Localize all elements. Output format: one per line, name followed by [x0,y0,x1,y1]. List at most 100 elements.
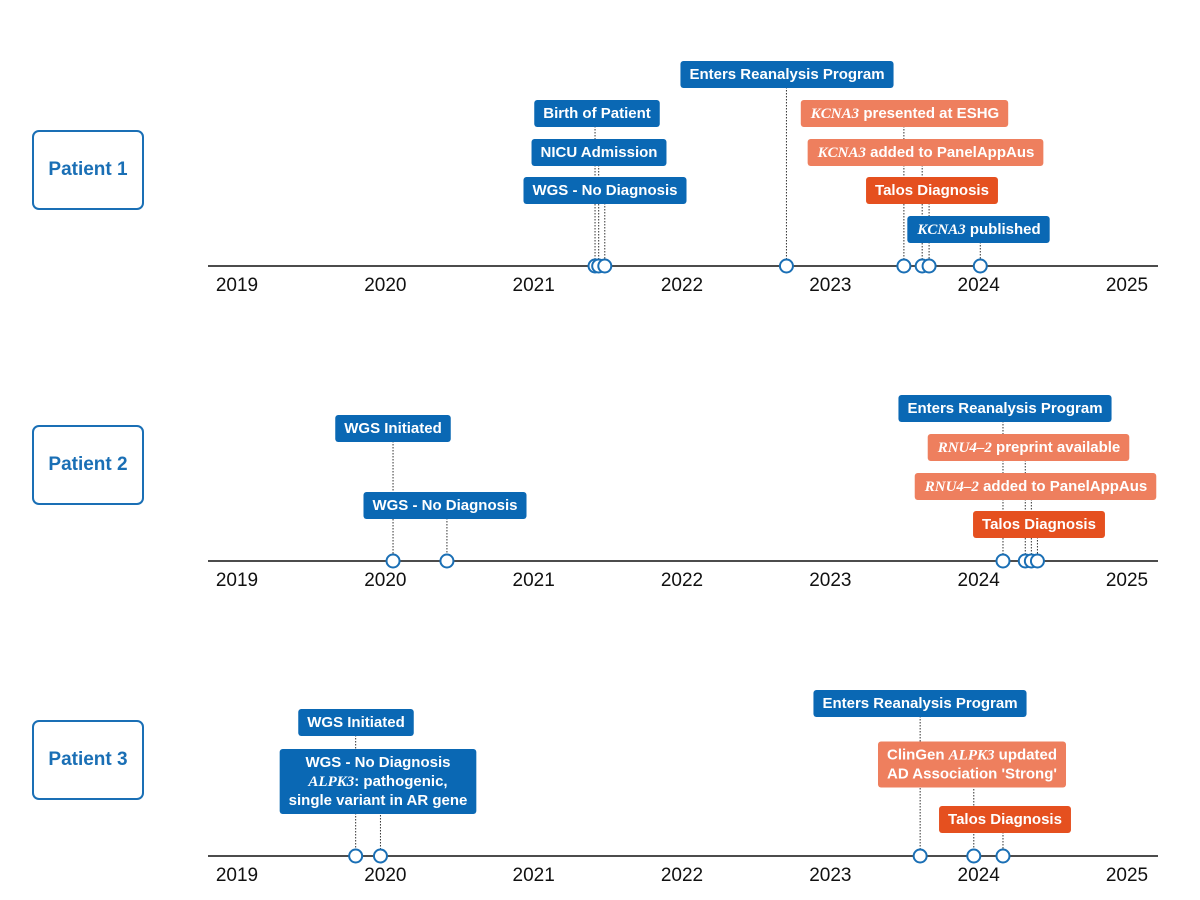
event-label-box [335,415,451,442]
patient-1-timeline: 2019 2020 2021 2022 2023 2024 2025 Birth of Pat… [208,61,1158,296]
event-label-box [907,216,1050,243]
event-markers [348,848,1011,864]
year-tick-label: 2025 [1106,865,1148,886]
event-label-text: WGS - No Diagnosis [372,497,517,514]
patient-3-label: Patient 3 [48,749,128,770]
year-tick-label: 2021 [513,865,555,886]
event-label-text: Talos Diagnosis [875,182,989,199]
event-label: NICU Admission [531,139,667,166]
event-label-text: WGS - No Diagnosis ALPK3: pathogenic, sing… [289,754,468,809]
year-tick-label: 2023 [809,865,851,886]
event-marker [972,258,988,274]
event-label: ClinGen ALPK3 updated AD Association 'Str… [877,741,1067,788]
event-label-box [973,511,1105,538]
event-label-text: RNU4–2 added to PanelAppAus [924,478,1148,495]
event-label-text: Birth of Patient [543,105,651,122]
event-label: Talos Diagnosis [973,511,1105,538]
event-label-box [914,473,1157,500]
patient-2-label: Patient 2 [48,454,128,475]
event-label: WGS Initiated [335,415,451,442]
event-label-box [927,434,1130,461]
event-marker [597,258,613,274]
event-label-box [298,709,414,736]
event-label: Talos Diagnosis [866,177,998,204]
year-tick-label: 2022 [661,570,703,591]
year-tick-label: 2019 [216,865,258,886]
event-label-box [807,139,1044,166]
event-label-box [363,492,527,519]
event-label-box [939,806,1071,833]
event-label-text: Talos Diagnosis [982,516,1096,533]
event-label: KCNA3 published [907,216,1050,243]
event-label-text: WGS Initiated [344,420,442,437]
event-marker [385,553,401,569]
year-tick-label: 2023 [809,275,851,296]
event-label-box [531,139,667,166]
year-tick-label: 2024 [958,570,1001,591]
event-markers [385,553,1045,569]
event-label-box [680,61,894,88]
patient-2-box: Patient 2 [32,425,144,505]
event-labels: WGS Initiated WGS - No Diagnosis ALPK3: pa… [279,690,1071,856]
event-marker [348,848,364,864]
year-tick-label: 2024 [958,865,1001,886]
event-label-text: WGS Initiated [307,714,405,731]
year-tick-label: 2021 [513,570,555,591]
event-label-box [279,749,477,814]
event-label-text: KCNA3 published [916,221,1040,238]
event-marker [912,848,928,864]
patient-3-box: Patient 3 [32,720,144,800]
event-label-box [534,100,660,127]
year-tick-label: 2021 [513,275,555,296]
event-label: Birth of Patient [534,100,660,127]
event-label: KCNA3 presented at ESHG [800,100,1009,127]
year-tick-label: 2022 [661,865,703,886]
event-labels: Birth of Patient NICU Admission WGS - No D… [523,61,1050,266]
event-label-text: Enters Reanalysis Program [907,400,1102,417]
event-marker [778,258,794,274]
event-label: Enters Reanalysis Program [898,395,1112,422]
event-marker [995,848,1011,864]
event-label-text: NICU Admission [541,144,658,161]
event-marker [921,258,937,274]
year-tick-label: 2020 [364,275,406,296]
event-marker [1029,553,1045,569]
patient-1-label: Patient 1 [48,159,128,180]
year-tick-label: 2019 [216,570,258,591]
year-tick-label: 2024 [958,275,1001,296]
event-label: Talos Diagnosis [939,806,1071,833]
event-label: WGS Initiated [298,709,414,736]
year-tick-label: 2019 [216,275,258,296]
year-tick-label: 2023 [809,570,851,591]
event-label-box [813,690,1027,717]
event-label: KCNA3 added to PanelAppAus [807,139,1044,166]
event-label-text: KCNA3 presented at ESHG [810,105,999,122]
event-label-text: RNU4–2 preprint available [937,439,1121,456]
event-label: Enters Reanalysis Program [813,690,1027,717]
event-label-text: WGS - No Diagnosis [532,182,677,199]
patient-1-box: Patient 1 [32,130,144,210]
year-tick-label: 2020 [364,570,406,591]
event-label-text: Enters Reanalysis Program [689,66,884,83]
event-label-box [800,100,1009,127]
year-tick-label: 2025 [1106,275,1148,296]
event-markers [587,258,988,274]
event-label: RNU4–2 added to PanelAppAus [914,473,1157,500]
event-label: WGS - No Diagnosis ALPK3: pathogenic, sing… [279,749,477,814]
event-label-text: ClinGen ALPK3 updated AD Association 'Str… [887,747,1057,783]
event-label-text: Talos Diagnosis [948,811,1062,828]
event-label: WGS - No Diagnosis [363,492,527,519]
event-label: WGS - No Diagnosis [523,177,687,204]
event-label-box [877,741,1067,788]
event-label-box [866,177,998,204]
year-tick-label: 2020 [364,865,406,886]
year-tick-label: 2025 [1106,570,1148,591]
year-tick-label: 2022 [661,275,703,296]
event-marker [896,258,912,274]
event-labels: WGS Initiated WGS - No Diagnosis Enters Re… [335,395,1157,561]
event-label-text: Enters Reanalysis Program [822,695,1017,712]
event-label-box [898,395,1112,422]
event-label-box [523,177,687,204]
